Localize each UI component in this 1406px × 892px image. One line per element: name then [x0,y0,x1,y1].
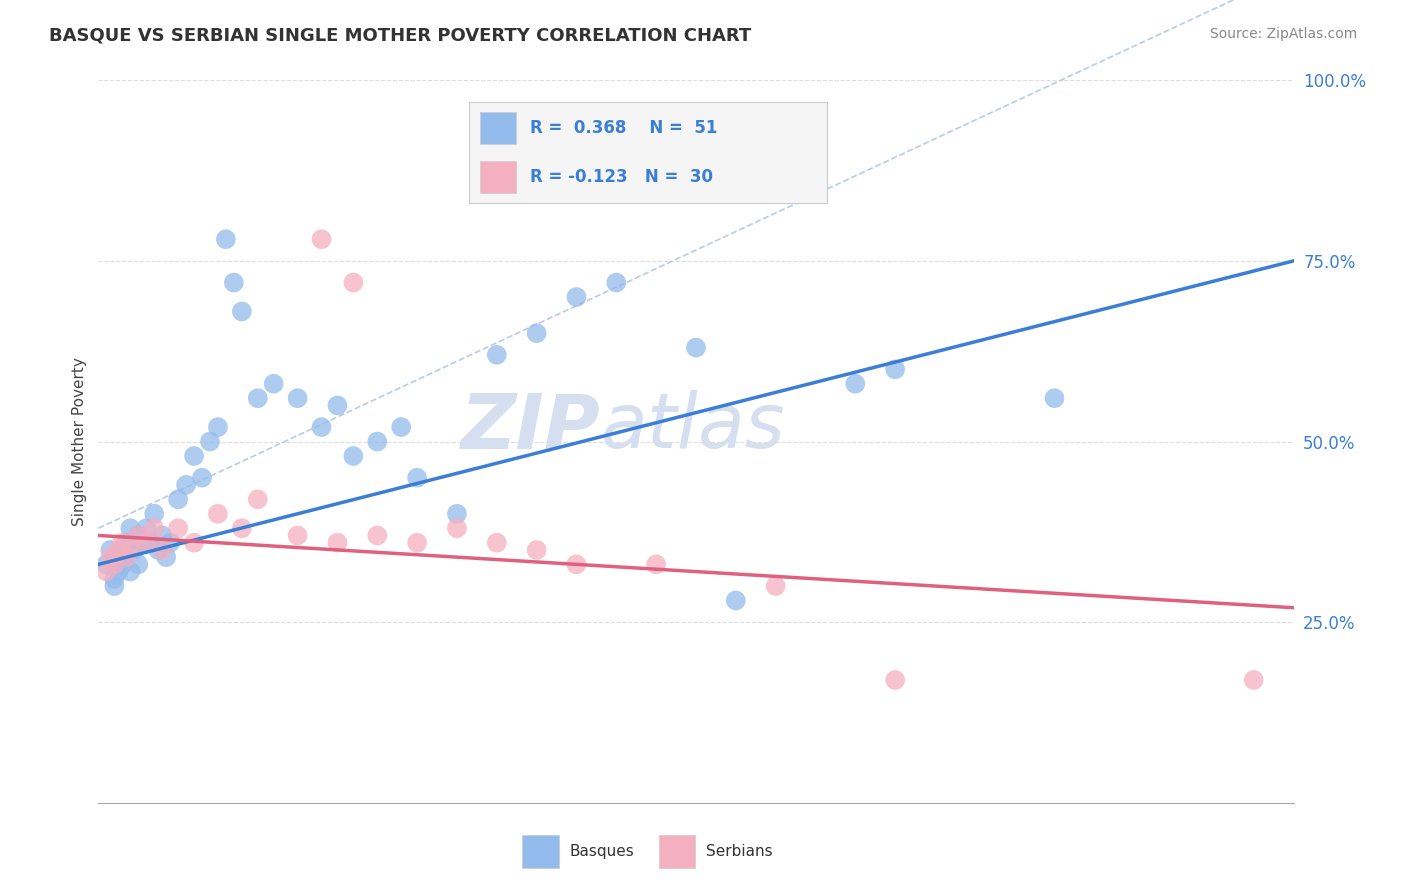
Point [131,535,153,549]
Point [526,542,548,557]
Point [406,471,429,485]
Point [311,420,333,434]
Point [103,558,125,572]
Point [107,542,129,557]
Point [326,535,349,549]
Y-axis label: Single Mother Poverty: Single Mother Poverty [72,357,87,526]
Point [446,507,468,521]
Point [135,521,157,535]
Point [124,542,146,557]
Point [115,535,138,549]
Point [167,492,190,507]
Point [207,420,229,434]
Text: BASQUE VS SERBIAN SINGLE MOTHER POVERTY CORRELATION CHART: BASQUE VS SERBIAN SINGLE MOTHER POVERTY … [49,27,751,45]
Point [127,528,149,542]
Point [263,376,285,391]
Point [366,528,388,542]
Point [645,558,668,572]
Point [884,362,907,376]
Point [198,434,221,449]
Point [143,507,166,521]
Point [222,276,245,290]
Point [107,550,129,565]
Point [685,341,707,355]
Point [342,449,364,463]
Point [111,558,134,572]
Point [215,232,238,246]
Point [191,471,214,485]
Point [724,593,747,607]
Point [159,535,181,549]
Point [565,290,588,304]
Point [111,535,134,549]
Text: Source: ZipAtlas.com: Source: ZipAtlas.com [1209,27,1357,41]
Point [98,542,122,557]
Point [1243,673,1265,687]
Point [127,558,149,572]
Point [103,572,125,586]
Text: atlas: atlas [600,390,785,464]
Point [135,535,157,549]
Point [526,326,548,341]
Point [150,542,173,557]
Point [565,558,588,572]
Point [148,542,170,557]
Point [485,535,508,549]
Point [389,420,412,434]
Point [231,304,253,318]
Point [366,434,388,449]
Point [207,507,229,521]
Point [844,376,866,391]
Point [446,521,468,535]
Point [103,579,125,593]
Point [120,542,142,557]
Point [231,521,253,535]
Point [406,535,429,549]
Point [120,565,142,579]
Point [485,348,508,362]
Point [884,673,907,687]
Point [765,579,787,593]
Point [311,232,333,246]
Point [115,550,138,565]
Point [246,391,269,405]
Point [96,565,118,579]
Point [120,521,142,535]
Point [183,449,205,463]
Point [246,492,269,507]
Point [174,478,197,492]
Point [98,550,122,565]
Point [183,535,205,549]
Point [96,558,118,572]
Point [150,528,173,542]
Point [326,398,349,412]
Point [287,391,309,405]
Point [1043,391,1066,405]
Point [115,550,138,565]
Point [287,528,309,542]
Point [107,565,129,579]
Point [155,550,177,565]
Point [127,528,149,542]
Point [167,521,190,535]
Point [342,276,364,290]
Point [111,542,134,557]
Point [143,521,166,535]
Point [605,276,627,290]
Point [139,535,162,549]
Text: ZIP: ZIP [461,390,600,464]
